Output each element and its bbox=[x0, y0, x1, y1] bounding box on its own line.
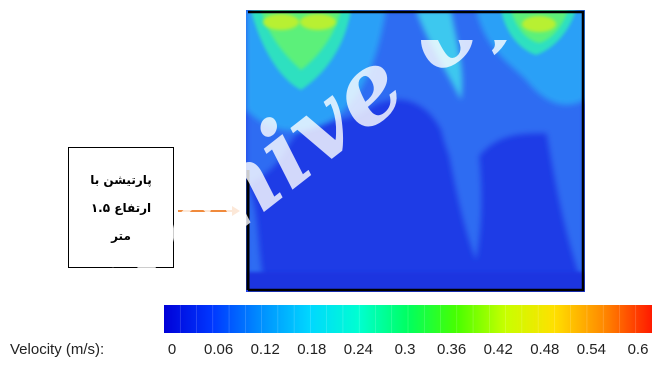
colorbar-tick-label: 0.18 bbox=[297, 341, 327, 358]
annotation-line-1: پارتیشن با bbox=[90, 172, 152, 187]
colorbar-tick-label: 0.36 bbox=[436, 341, 467, 358]
velocity-contour-plot bbox=[246, 10, 585, 292]
velocity-colorbar bbox=[164, 305, 652, 333]
flow-region-right-wall bbox=[546, 130, 585, 292]
jet-left-peak-a bbox=[263, 14, 299, 30]
colorbar-tick-label: 0.6 bbox=[627, 341, 649, 358]
colorbar-tick-label: 0.3 bbox=[394, 341, 416, 358]
colorbar-tick-label: 0.54 bbox=[576, 341, 606, 358]
flow-region-center-plume bbox=[431, 70, 482, 260]
annotation-line-3: متر bbox=[111, 228, 131, 243]
domain-outline bbox=[248, 10, 585, 292]
flow-region-cyan-center bbox=[416, 10, 463, 100]
colorbar-tick-label: 0.48 bbox=[530, 341, 560, 358]
jet-left-peak-b bbox=[300, 14, 336, 30]
jet-right-peak bbox=[522, 16, 556, 32]
arrow-head bbox=[232, 206, 240, 216]
colorbar-tick-label: 0.42 bbox=[483, 341, 513, 358]
colorbar-tick-label: 0 bbox=[167, 341, 177, 358]
colorbar-tick-label: 0.12 bbox=[250, 341, 280, 358]
annotation-arrow bbox=[178, 206, 240, 216]
floor-region bbox=[246, 272, 585, 292]
colorbar-tick-label: 0.24 bbox=[343, 341, 373, 358]
annotation-line-2: ارتفاع ۱.۵ bbox=[90, 200, 152, 215]
partition-annotation-box: پارتیشن با ارتفاع ۱.۵ متر bbox=[68, 147, 174, 268]
colorbar-gradient bbox=[164, 305, 652, 333]
colorbar-tick-label: 0.06 bbox=[203, 341, 234, 358]
colorbar-label: Velocity (m/s): bbox=[10, 341, 105, 358]
flow-region-lower-left bbox=[246, 180, 266, 292]
